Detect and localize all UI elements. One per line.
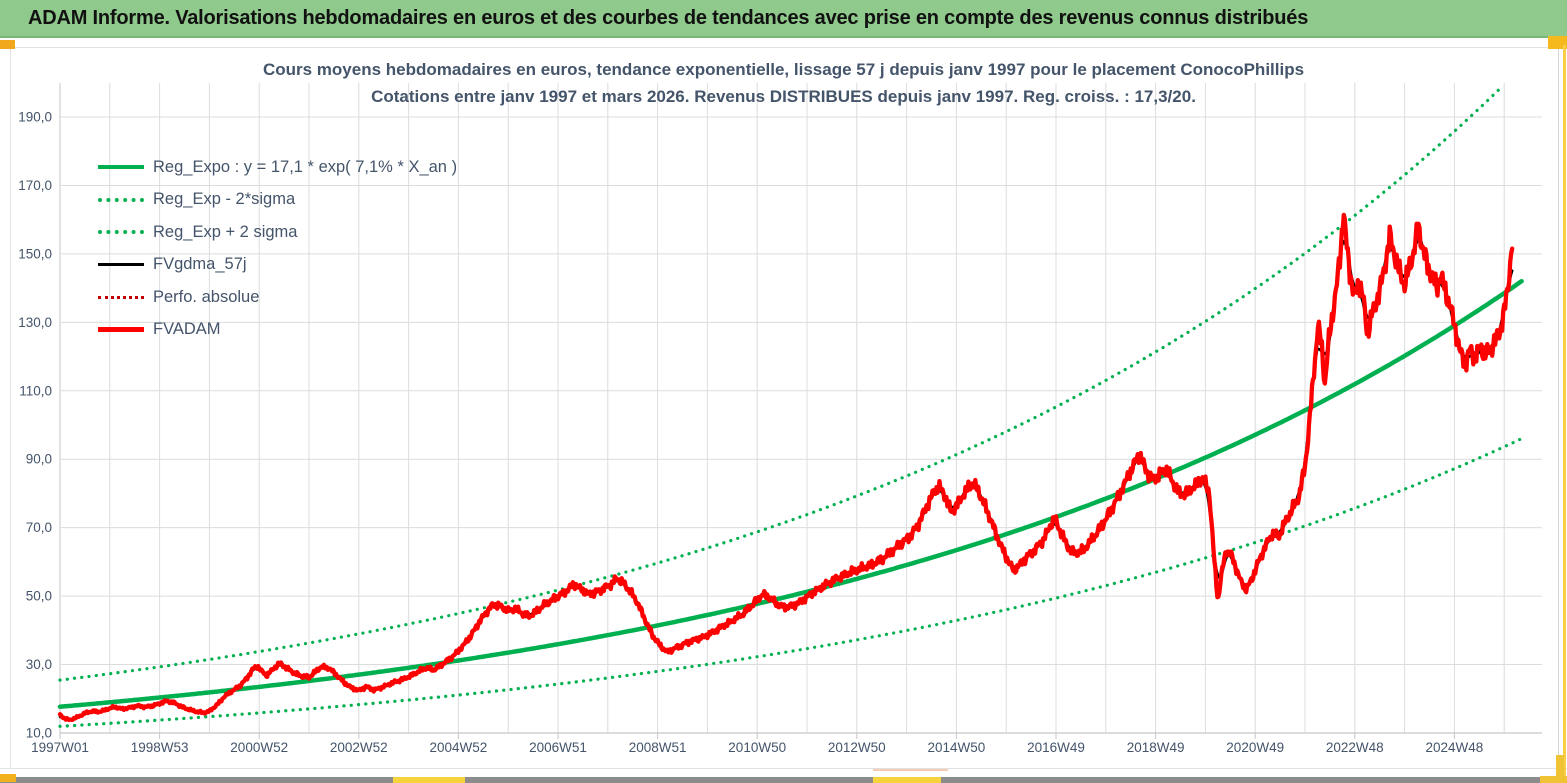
x-tick-label: 2006W51: [529, 740, 587, 755]
legend-label: Reg_Exp + 2 sigma: [153, 222, 298, 241]
legend-label: Perfo. absolue: [153, 287, 260, 306]
legend-swatch-darkred-dotted: [98, 295, 144, 299]
legend-label: Reg_Expo : y = 17,1 * exp( 7,1% * X_an ): [153, 157, 458, 176]
bottom-yellow-segment-2: [873, 777, 941, 783]
legend-swatch-green-solid: [98, 165, 144, 170]
x-tick-label: 2022W48: [1326, 740, 1384, 755]
chart-subtitle: Cotations entre janv 1997 et mars 2026. …: [371, 87, 1196, 106]
x-tick-label: 2010W50: [728, 740, 786, 755]
x-tick-label: 2018W49: [1127, 740, 1185, 755]
x-tick-label: 2016W49: [1027, 740, 1085, 755]
legend-swatch-black-solid: [98, 263, 144, 267]
y-tick-label: 30,0: [26, 657, 52, 672]
legend-item-3: Reg_Exp + 2 sigma: [98, 216, 457, 249]
y-tick-label: 90,0: [26, 452, 52, 467]
x-tick-label: 2020W49: [1226, 740, 1284, 755]
x-tick-label: 2008W51: [629, 740, 687, 755]
legend-item-4: FVgdma_57j: [98, 249, 457, 282]
legend-label: FVADAM: [153, 320, 221, 339]
chart-legend: Reg_Expo : y = 17,1 * exp( 7,1% * X_an )…: [98, 151, 457, 346]
x-tick-label: 2002W52: [330, 740, 388, 755]
sheet-border-top: [0, 47, 1558, 48]
corner-marker-bottom-left: [0, 774, 16, 782]
x-tick-label: 2014W50: [928, 740, 986, 755]
legend-swatch-red-solid: [98, 327, 144, 333]
sheet-border-right: [1558, 38, 1559, 768]
y-tick-label: 130,0: [18, 315, 52, 330]
corner-marker-top-left: [0, 40, 15, 49]
y-tick-label: 50,0: [26, 589, 52, 604]
sheet-border-bottom: [0, 768, 1567, 769]
x-tick-label: 2004W52: [430, 740, 488, 755]
y-tick-label: 150,0: [18, 246, 52, 261]
legend-swatch-green-dotted: [98, 197, 144, 202]
curve-reg-exp-plus-2sigma: [58, 85, 1504, 682]
x-tick-label: 1997W01: [31, 740, 89, 755]
corner-marker-bottom-right-v: [1556, 755, 1564, 783]
bottom-gray-bar: [0, 777, 1567, 783]
corner-marker-top-right: [1548, 36, 1567, 49]
y-tick-label: 190,0: [18, 110, 52, 125]
curve-reg-expo: [57, 278, 1524, 709]
legend-label: Reg_Exp - 2*sigma: [153, 190, 296, 209]
legend-item-5: Perfo. absolue: [98, 281, 457, 314]
y-tick-label: 110,0: [19, 383, 52, 398]
chart-title: Cours moyens hebdomadaires en euros, ten…: [262, 60, 1305, 79]
legend-item-2: Reg_Exp - 2*sigma: [98, 184, 457, 217]
y-tick-label: 70,0: [26, 520, 52, 535]
legend-label: FVgdma_57j: [153, 255, 247, 274]
x-tick-label: 2012W50: [828, 740, 886, 755]
page-header: ADAM Informe. Valorisations hebdomadaire…: [0, 0, 1567, 38]
bottom-yellow-segment-1: [393, 777, 465, 783]
x-tick-label: 2000W52: [230, 740, 288, 755]
y-tick-label: 170,0: [18, 178, 52, 193]
y-tick-label: 10,0: [26, 726, 52, 741]
right-edge-highlight: [1563, 45, 1566, 783]
legend-swatch-green-dotted: [98, 230, 144, 235]
legend-item-6: FVADAM: [98, 314, 457, 347]
x-tick-label: 2024W48: [1426, 740, 1484, 755]
bottom-pink-artifact: [873, 769, 948, 771]
x-tick-label: 1998W53: [131, 740, 189, 755]
legend-item-1: Reg_Expo : y = 17,1 * exp( 7,1% * X_an ): [98, 151, 457, 184]
sheet-border-left: [10, 48, 11, 768]
corner-marker-bottom-right-h: [1540, 776, 1567, 783]
page-title: ADAM Informe. Valorisations hebdomadaire…: [28, 6, 1309, 29]
curve-fvadam: [57, 212, 1515, 723]
